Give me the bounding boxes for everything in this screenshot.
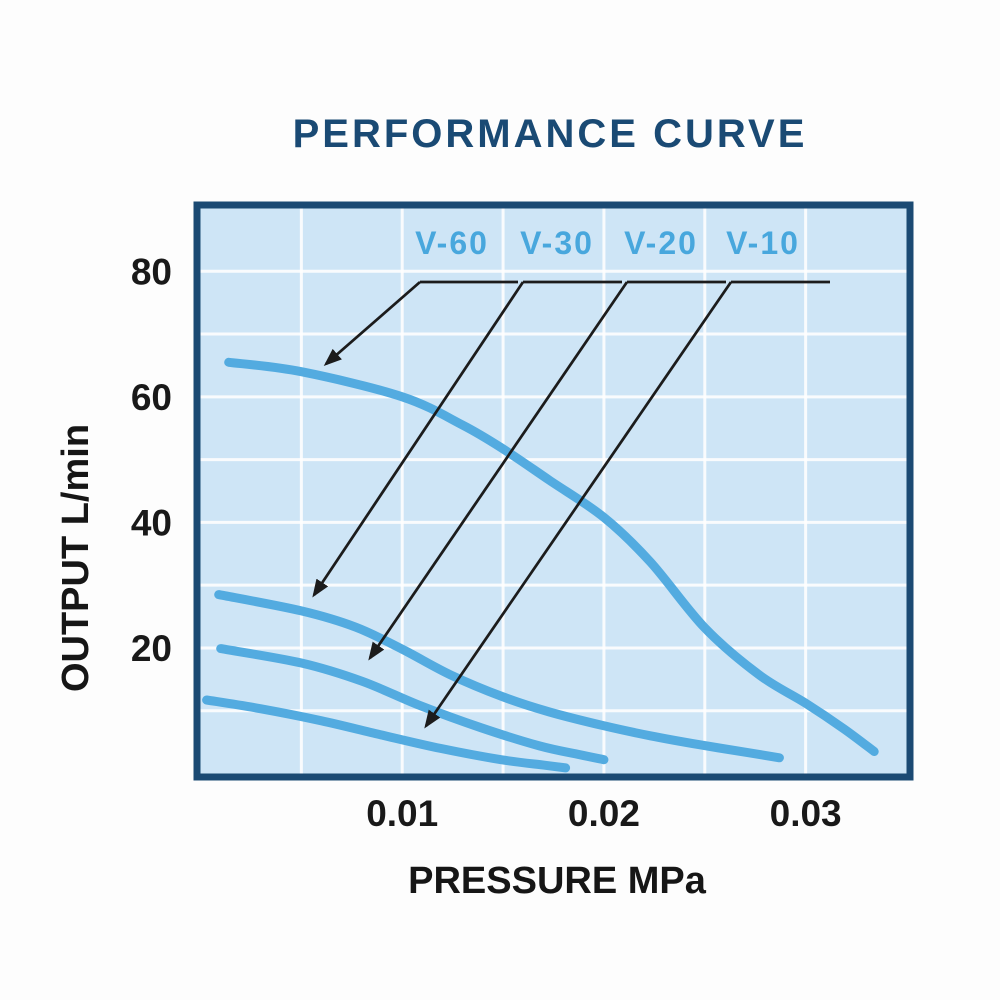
x-axis-ticks: 0.01 0.02 0.03 — [366, 793, 841, 834]
y-tick-label: 20 — [131, 628, 172, 669]
curve-v60 — [224, 357, 879, 756]
series-label-v30: V-30 — [520, 225, 594, 261]
y-axis-title: OUTPUT L/min — [55, 424, 97, 692]
x-tick-label: 0.02 — [568, 793, 640, 834]
y-tick-label: 60 — [131, 377, 172, 418]
leader-v60 — [323, 280, 518, 366]
x-tick-label: 0.01 — [366, 793, 438, 834]
series-label-v10: V-10 — [726, 225, 800, 261]
plot-frame — [193, 201, 914, 781]
x-tick-label: 0.03 — [770, 793, 842, 834]
series-label-v20: V-20 — [624, 225, 698, 261]
leader-arrow — [323, 280, 421, 366]
leader-arrow — [424, 281, 733, 729]
leader-v20 — [368, 280, 726, 661]
y-tick-label: 40 — [131, 502, 172, 543]
curve-v20 — [216, 644, 609, 765]
y-axis-ticks: 20 40 60 80 — [131, 251, 172, 669]
curve-v30 — [214, 590, 784, 763]
curves — [202, 357, 879, 773]
leader-v30 — [312, 280, 622, 598]
plot-area — [197, 205, 910, 777]
y-tick-label: 80 — [131, 251, 172, 292]
chart-title: PERFORMANCE CURVE — [293, 112, 808, 156]
x-axis-title: PRESSURE MPa — [408, 860, 707, 902]
leader-arrow — [312, 281, 525, 598]
curve-v10 — [202, 695, 571, 773]
series-label-v60: V-60 — [415, 225, 489, 261]
grid — [200, 208, 907, 774]
leader-arrow — [368, 281, 629, 661]
leader-v10 — [424, 280, 830, 729]
